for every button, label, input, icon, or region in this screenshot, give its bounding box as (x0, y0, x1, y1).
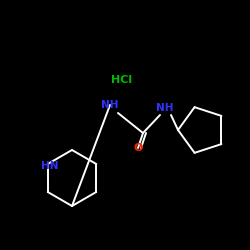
Text: O: O (133, 143, 143, 153)
Text: HN: HN (41, 161, 59, 171)
Text: HCl: HCl (112, 75, 132, 85)
Text: NH: NH (156, 103, 174, 113)
Text: NH: NH (101, 100, 119, 110)
